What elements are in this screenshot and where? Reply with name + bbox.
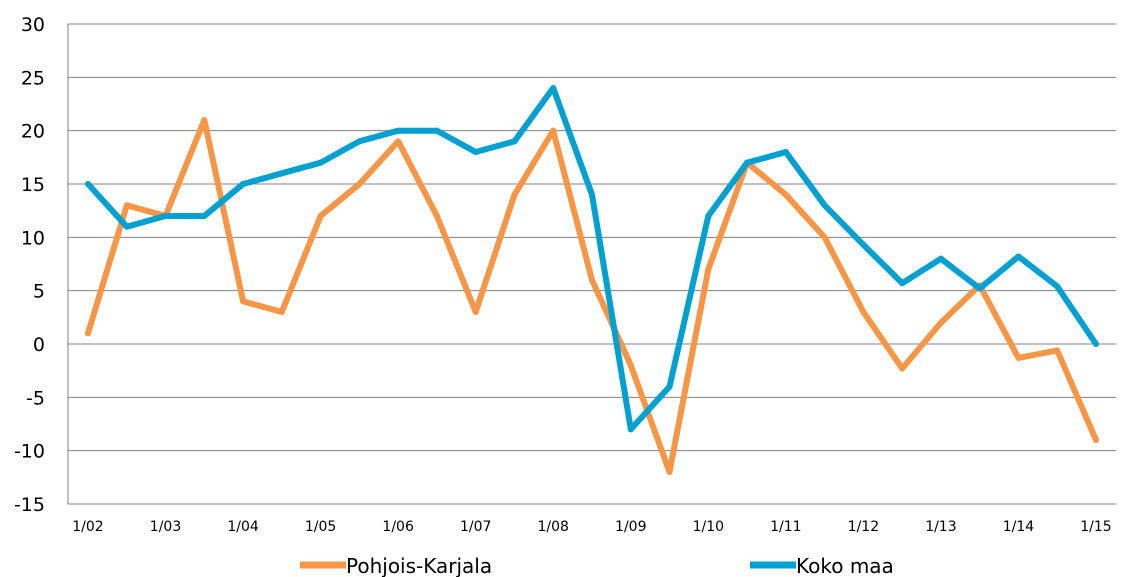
y-tick-label: 10 <box>21 227 45 249</box>
data-point <box>589 191 595 198</box>
data-point <box>1015 354 1022 361</box>
x-tick-label: 1/10 <box>693 519 724 535</box>
data-point <box>433 127 440 134</box>
data-point <box>123 223 130 230</box>
data-point <box>937 319 944 326</box>
series-line <box>85 85 1099 433</box>
data-point <box>472 149 479 155</box>
x-tick-label: 1/08 <box>538 519 569 535</box>
data-point <box>899 280 906 287</box>
data-point <box>240 181 247 187</box>
x-tick-label: 1/15 <box>1080 519 1111 535</box>
y-tick-label: 30 <box>21 14 45 36</box>
y-tick-label: -15 <box>14 494 45 516</box>
data-point <box>1093 437 1099 443</box>
data-point <box>782 191 789 198</box>
data-point <box>899 365 906 372</box>
data-point <box>395 127 402 134</box>
data-point <box>1054 347 1061 354</box>
data-point <box>201 213 208 219</box>
data-point <box>511 191 518 198</box>
gridlines <box>68 23 1116 505</box>
data-point <box>511 138 518 145</box>
data-point <box>85 181 91 187</box>
x-tick-label: 1/14 <box>1003 519 1035 535</box>
data-point <box>821 234 828 241</box>
y-tick-label: 20 <box>21 121 45 143</box>
x-tick-label: 1/05 <box>305 519 336 535</box>
x-tick-label: 1/11 <box>770 519 801 535</box>
data-point <box>201 117 208 123</box>
series-line <box>85 117 1099 475</box>
data-point <box>317 213 324 219</box>
data-point <box>976 285 983 292</box>
y-tick-label: 0 <box>33 334 45 356</box>
x-tick-label: 1/03 <box>150 519 181 535</box>
y-tick-label: 15 <box>21 174 45 196</box>
data-point <box>860 241 867 248</box>
data-point <box>1015 253 1022 260</box>
y-tick-label: -5 <box>26 387 45 409</box>
data-point <box>317 159 324 166</box>
x-tick-label: 1/06 <box>382 519 414 535</box>
data-point <box>666 383 673 390</box>
data-point <box>1054 283 1061 290</box>
data-point <box>705 213 712 219</box>
data-point <box>123 202 130 209</box>
data-point <box>240 298 247 305</box>
data-point <box>550 127 557 134</box>
data-point <box>278 309 285 315</box>
data-point <box>744 159 751 166</box>
data-point <box>356 181 363 187</box>
data-point <box>85 330 91 337</box>
data-point <box>1093 341 1099 347</box>
x-tick-label: 1/12 <box>848 519 879 535</box>
y-tick-label: 25 <box>21 67 45 89</box>
x-tick-label: 1/04 <box>227 519 259 535</box>
y-tick-label: -10 <box>14 441 45 463</box>
data-point <box>705 266 712 273</box>
y-tick-labels: 30 25 20 15 10 5 0 -5 -10 -15 <box>14 14 45 516</box>
data-point <box>278 170 285 177</box>
x-tick-label: 1/02 <box>72 519 103 535</box>
data-point <box>782 149 789 155</box>
data-point <box>666 469 673 475</box>
legend-label: Pohjois-Karjala <box>346 554 492 577</box>
legend: Pohjois-Karjala Koko maa <box>300 554 894 577</box>
data-point <box>162 213 169 219</box>
data-point <box>627 426 634 433</box>
data-point <box>937 255 944 262</box>
series-lines <box>85 85 1099 475</box>
x-tick-labels: 1/02 1/03 1/04 1/05 1/06 1/07 1/08 1/09 1/10 1/11… <box>72 519 1111 535</box>
data-point <box>472 309 479 315</box>
data-point <box>860 309 867 315</box>
data-point <box>395 138 402 145</box>
data-point <box>821 202 828 209</box>
x-tick-label: 1/09 <box>615 519 646 535</box>
data-point <box>550 85 557 91</box>
data-point <box>589 277 595 283</box>
data-point <box>433 213 440 219</box>
data-point <box>627 362 634 369</box>
y-tick-label: 5 <box>33 281 45 303</box>
x-tick-label: 1/13 <box>925 519 956 535</box>
legend-label: Koko maa <box>796 554 894 577</box>
x-tick-label: 1/07 <box>460 519 491 535</box>
data-point <box>356 138 363 145</box>
